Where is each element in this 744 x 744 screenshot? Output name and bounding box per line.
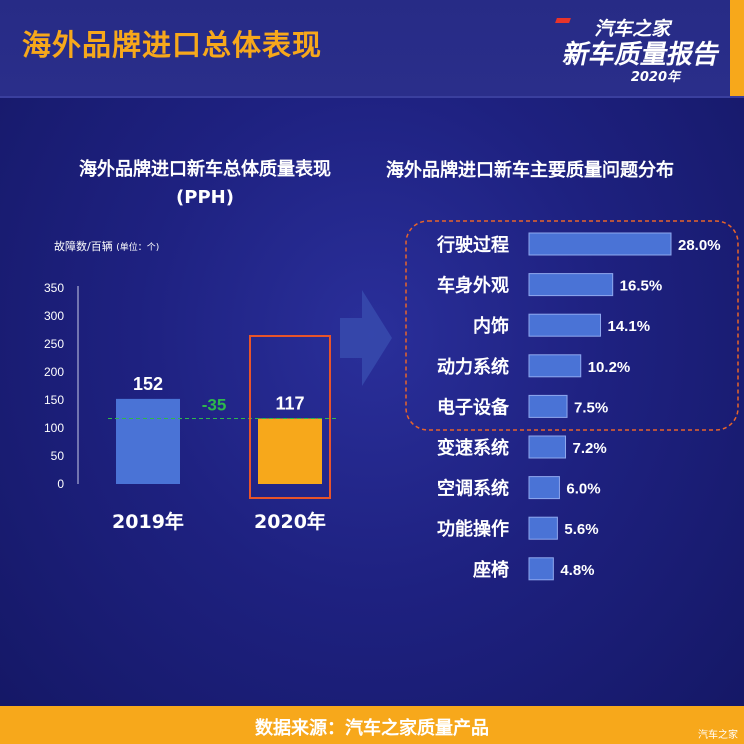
category-label: 行驶过程 <box>436 234 509 256</box>
difference-annotation: -35 <box>202 395 227 414</box>
y-tick-label: 150 <box>44 393 64 407</box>
bar-value-label: 14.1% <box>608 318 651 335</box>
y-tick-label: 100 <box>44 421 64 435</box>
y-tick-label: 350 <box>44 281 64 295</box>
category-label: 电子设备 <box>437 396 510 418</box>
bar-value-label: 7.2% <box>573 440 607 457</box>
bar-2 <box>528 273 614 297</box>
bar-value-label: 16.5% <box>620 278 663 295</box>
category-label: 座椅 <box>473 559 509 581</box>
problem-distribution-chart: 行驶过程 28.0% 车身外观 16.5% 内饰 14.1% 动力系统 10.2% 电子设备 7.… <box>405 220 739 581</box>
header-accent-strip <box>730 0 744 96</box>
y-tick-label: 50 <box>51 449 65 463</box>
y-tick-label: 200 <box>44 365 64 379</box>
bar-value-label: 4.8% <box>560 562 594 579</box>
bar-3 <box>528 313 602 337</box>
brand-slash-mark <box>555 18 571 23</box>
highlight-frame <box>249 335 331 499</box>
category-label: 内饰 <box>473 315 509 337</box>
y-tick-label: 250 <box>44 337 64 351</box>
brand-logo: 汽车之家 新车质量报告 2020年 <box>540 14 723 86</box>
bar-5 <box>528 394 568 418</box>
category-label: 功能操作 <box>437 518 509 540</box>
header-bar: 海外品牌进口总体表现 汽车之家 新车质量报告 2020年 <box>0 0 744 98</box>
bar-value-label: 28.0% <box>678 237 721 254</box>
x-category-label: 2019年 <box>112 510 184 533</box>
x-category-label: 2020年 <box>254 510 326 533</box>
bar-4 <box>528 354 582 378</box>
bar-6 <box>528 435 567 459</box>
bar-value-label: 152 <box>133 374 163 394</box>
y-tick-label: 0 <box>57 477 64 491</box>
bar-7 <box>528 476 560 500</box>
right-arrow-icon <box>340 290 392 386</box>
bar-value-label: 5.6% <box>564 521 598 538</box>
category-label: 空调系统 <box>437 478 509 500</box>
y-axis-unit-label: 故障数/百辆 (单位：个) <box>54 238 159 254</box>
bar-9 <box>528 557 554 581</box>
bar-8 <box>528 516 558 540</box>
bar-1 <box>116 398 180 484</box>
pph-bar-chart: 0 50 100 150 200 250 300 350 152 2019年 117 2020年 -35 <box>44 281 338 533</box>
y-axis-unit-note: (单位：个) <box>116 243 160 253</box>
category-label: 车身外观 <box>437 275 509 297</box>
category-label: 变速系统 <box>437 437 509 459</box>
bar-value-label: 10.2% <box>588 359 631 376</box>
category-label: 动力系统 <box>437 356 509 378</box>
y-axis-unit-main: 故障数/百辆 <box>54 240 113 253</box>
bar-value-label: 7.5% <box>574 399 608 416</box>
page-title: 海外品牌进口总体表现 <box>22 28 323 62</box>
data-source-text: 数据来源：汽车之家质量产品 <box>255 718 489 739</box>
bar-2 <box>258 418 322 484</box>
bar-value-label: 6.0% <box>566 481 600 498</box>
y-tick-label: 300 <box>44 309 64 323</box>
bar-value-label: 117 <box>275 393 304 413</box>
brand-year: 2020年 <box>630 70 680 85</box>
bar-1 <box>528 232 672 256</box>
left-chart-title-main: 海外品牌进口新车总体质量表现 <box>79 159 331 180</box>
right-chart-title: 海外品牌进口新车主要质量问题分布 <box>386 160 674 181</box>
highlight-outline <box>405 220 739 431</box>
left-chart-title: 海外品牌进口新车总体质量表现 (PPH) <box>40 156 370 212</box>
footer-bar: 数据来源：汽车之家质量产品 汽车之家 <box>0 706 744 744</box>
watermark-text: 汽车之家 <box>698 730 738 741</box>
left-chart-title-unit: (PPH) <box>176 187 234 208</box>
